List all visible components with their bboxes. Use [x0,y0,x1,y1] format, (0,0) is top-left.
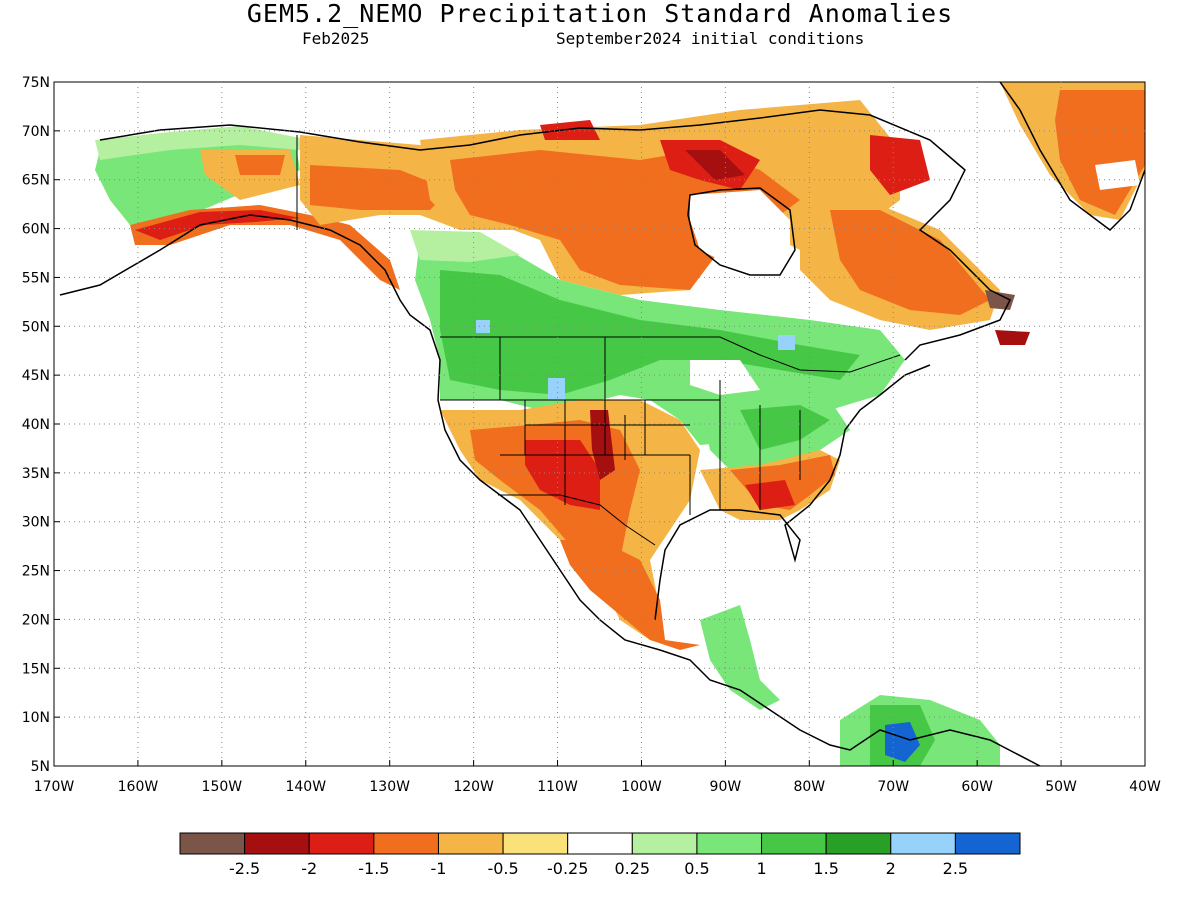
lat-label: 65N [22,173,50,189]
longitude-labels: 170W 160W 150W 140W 130W 120W 110W 100W 90W 80W 70… [34,760,1161,795]
lon-label: 150W [202,779,243,795]
lat-label: 40N [22,417,50,433]
valid-month: Feb2025 [302,29,370,48]
lon-label: 100W [621,779,662,795]
colorbar-label: 1.5 [813,859,838,878]
lat-label: 55N [22,270,50,286]
colorbar-label: 0.25 [614,859,650,878]
rockies-darkred [590,410,615,480]
southeast-red [745,480,795,510]
lat-label: 75N [22,75,50,91]
newfoundland-darkred [995,330,1030,345]
colorbar-label: -0.5 [487,859,518,878]
colorbar-label: -1 [430,859,446,878]
lon-label: 120W [453,779,494,795]
greenland-coast [999,82,1145,231]
blue-spot-1 [548,378,565,400]
gulf-coast [654,364,931,621]
gulf-alaska-darkred [135,210,300,240]
lat-label: 60N [22,222,50,238]
coastlines [59,82,1145,766]
lon-label: 110W [537,779,578,795]
lat-label: 45N [22,368,50,384]
colorbar-label: 0.5 [684,859,709,878]
us-canada-border [440,336,901,373]
north-islands-red [540,120,600,140]
colorbar-swatch [567,832,633,855]
political-boundaries [296,135,901,546]
lon-label: 170W [34,779,75,795]
map-title: GEM5.2_NEMO Precipitation Standard Anoma… [246,0,954,28]
hudson-bay-white [690,190,790,270]
colorbar-swatch [696,832,763,855]
state-lines [440,337,801,515]
init-conditions: September2024 initial conditions [556,29,865,48]
greenland-white-spot [1095,160,1140,190]
lon-label: 140W [285,779,326,795]
lat-label: 15N [22,661,50,677]
gridlines [54,82,1145,766]
hudson-bay-coast [687,187,796,276]
colorbar-label: -2.5 [229,859,260,878]
prairies-dark-green [440,270,860,395]
prairies-light-green [410,230,520,262]
lat-label: 35N [22,466,50,482]
blue-spot-3 [476,320,490,333]
lat-label: 50N [22,319,50,335]
colorbar-swatch [437,832,504,855]
mexico-orange [560,540,700,650]
colorbar-label: 2 [886,859,896,878]
colorbar-swatch [308,832,375,855]
colorbar: -2.5 -2 -1.5 -1 -0.5 -0.25 0.25 0.5 1 1.5 2 2.5 [179,832,1021,878]
lat-label: 20N [22,612,50,628]
colorbar-swatch [244,832,310,855]
lon-label: 90W [710,779,742,795]
alaska-orange-dark [235,155,285,175]
yukon-dark-orange [310,165,450,210]
quebec-dark-orange [830,210,990,315]
lon-label: 160W [118,779,159,795]
ohio-valley-dark-green [740,405,830,450]
anomaly-field [95,82,1145,766]
south-america-blue [885,722,920,762]
lon-label: 70W [877,779,909,795]
lon-label: 50W [1045,779,1077,795]
southwest-red [525,440,600,510]
colorbar-swatch [502,832,569,855]
colorbar-swatch [373,832,439,855]
colorbar-swatch [954,832,1021,855]
us-mexico-border [498,494,656,546]
central-america-green [700,605,780,710]
colorbar-label: 2.5 [943,859,968,878]
colorbar-label: 1 [756,859,766,878]
lat-label: 5N [31,759,50,775]
colorbar-label: -2 [301,859,317,878]
colorbar-swatch [761,832,827,855]
lon-label: 130W [369,779,410,795]
latitude-labels: 75N 70N 65N 60N 55N 50N 45N 40N 35N 30N 25N 20N 15N 1… [22,75,60,775]
blue-spot-2 [778,335,795,350]
colorbar-label: -1.5 [358,859,389,878]
arctic-darkred [685,150,745,180]
lon-label: 40W [1129,779,1161,795]
colorbar-swatch [179,832,246,855]
colorbar-label: -0.25 [547,859,588,878]
arctic-coast [99,109,1012,361]
lat-label: 70N [22,124,50,140]
colorbar-swatch [890,832,956,855]
lat-label: 25N [22,564,50,580]
lat-label: 30N [22,515,50,531]
colorbar-swatch [631,832,698,855]
alaska-light-green [95,126,300,160]
lon-label: 60W [961,779,993,795]
lon-label: 80W [793,779,825,795]
north-america-coast [59,214,1041,766]
colorbar-swatch [825,832,892,855]
lat-label: 10N [22,710,50,726]
